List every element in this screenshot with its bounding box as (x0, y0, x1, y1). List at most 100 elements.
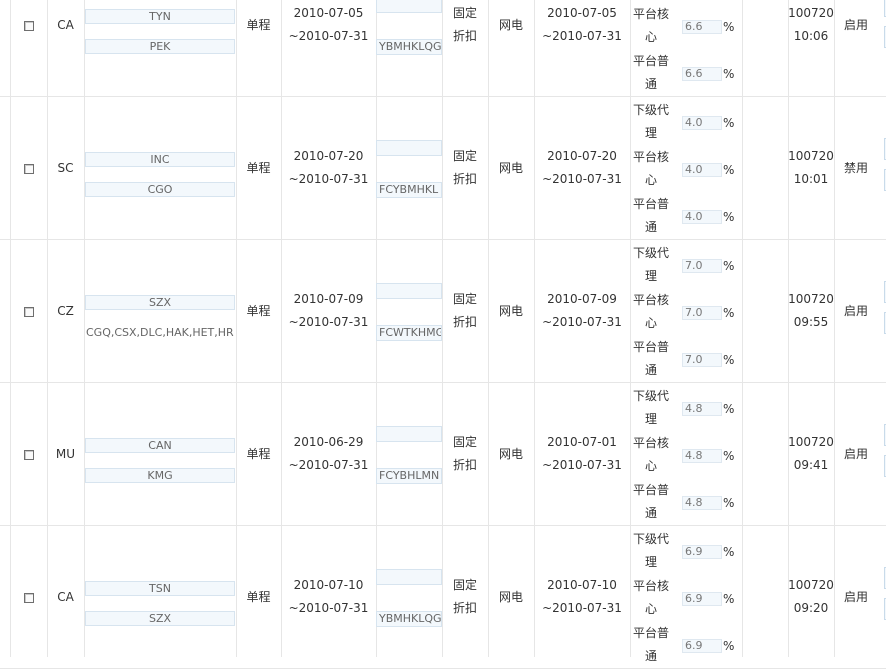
rate-label-line2: 通 (645, 220, 658, 234)
destination-airport-field[interactable]: CGO (85, 182, 235, 197)
effective-date-end: ~2010-07-31 (542, 29, 622, 43)
cabin-code-field-top[interactable] (376, 569, 442, 585)
percent-sign: % (723, 306, 735, 320)
update-time: 10:06 (793, 29, 829, 43)
cabin-code-field-bottom[interactable]: FCWTKHMG (376, 325, 442, 341)
rate-input[interactable]: 6.9 (682, 639, 722, 653)
effective-date-start: 2010-07-05 (547, 6, 617, 20)
rate-input[interactable]: 6.9 (682, 592, 722, 606)
row-divider (0, 525, 886, 526)
policy-type-line1: 固定 (452, 292, 477, 306)
action-button-top[interactable] (884, 138, 886, 160)
rate-input[interactable]: 6.6 (682, 67, 722, 81)
column-divider (442, 0, 443, 657)
action-button-bottom[interactable] (884, 598, 886, 620)
airline-code: CA (57, 590, 74, 604)
action-button-top[interactable] (884, 281, 886, 303)
destination-airport-field[interactable]: KMG (85, 468, 235, 483)
rate-label-line1: 下级代 (633, 103, 670, 117)
action-button-bottom[interactable] (884, 169, 886, 191)
rate-input[interactable]: 4.0 (682, 163, 722, 177)
percent-sign: % (723, 545, 735, 559)
action-button-top[interactable] (884, 0, 886, 17)
rate-label-line1: 平台核 (633, 436, 670, 450)
action-button-bottom[interactable] (884, 455, 886, 477)
column-divider (534, 0, 535, 657)
cabin-code-field-bottom[interactable]: FCYBHLMN (376, 468, 442, 484)
update-date: 100720 (788, 292, 834, 306)
status-label: 启用 (843, 304, 868, 318)
rate-label-line2: 心 (645, 602, 658, 616)
origin-airport-field[interactable]: TYN (85, 9, 235, 24)
update-time: 09:55 (793, 315, 829, 329)
percent-sign: % (723, 116, 735, 130)
rate-input[interactable]: 7.0 (682, 306, 722, 320)
row-checkbox[interactable] (24, 307, 34, 317)
travel-date-end: ~2010-07-31 (288, 29, 369, 43)
policy-type-line1: 固定 (452, 578, 477, 592)
cabin-code-field-top[interactable] (376, 426, 442, 442)
destination-airport-field[interactable]: CGQ,CSX,DLC,HAK,HET,HRB (85, 325, 235, 340)
policy-type-line2: 折扣 (452, 29, 477, 43)
destination-airport-field[interactable]: SZX (85, 611, 235, 626)
origin-airport-field[interactable]: SZX (85, 295, 235, 310)
row-divider (0, 382, 886, 383)
rate-input[interactable]: 7.0 (682, 259, 722, 273)
column-divider (236, 0, 237, 657)
policy-type-line1: 固定 (452, 6, 477, 20)
percent-sign: % (723, 402, 735, 416)
airline-code: MU (55, 447, 76, 461)
rate-label-line1: 平台核 (633, 293, 670, 307)
origin-airport-field[interactable]: INC (85, 152, 235, 167)
rate-label-line2: 心 (645, 30, 658, 44)
policy-type-line1: 固定 (452, 149, 477, 163)
update-time: 09:41 (793, 458, 829, 472)
rate-input[interactable]: 6.9 (682, 545, 722, 559)
column-divider (742, 0, 743, 657)
rate-input[interactable]: 4.8 (682, 449, 722, 463)
cabin-code-field-bottom[interactable]: FCYBMHKL (376, 182, 442, 198)
column-divider (47, 0, 48, 657)
destination-airport-field[interactable]: PEK (85, 39, 235, 54)
action-button-top[interactable] (884, 567, 886, 589)
rate-input[interactable]: 4.0 (682, 116, 722, 130)
origin-airport-field[interactable]: CAN (85, 438, 235, 453)
rate-label-line1: 平台普 (633, 340, 670, 354)
travel-date-end: ~2010-07-31 (288, 172, 369, 186)
cabin-code-field-top[interactable] (376, 0, 442, 13)
percent-sign: % (723, 67, 735, 81)
row-checkbox[interactable] (24, 450, 34, 460)
travel-date-start: 2010-07-05 (293, 6, 364, 20)
row-checkbox[interactable] (24, 21, 34, 31)
policy-type-line2: 折扣 (452, 601, 477, 615)
update-date: 100720 (788, 6, 834, 20)
cabin-code-field-bottom[interactable]: YBMHKLQG (376, 611, 442, 627)
effective-date-end: ~2010-07-31 (542, 315, 622, 329)
cabin-code-field-top[interactable] (376, 140, 442, 156)
travel-date-end: ~2010-07-31 (288, 458, 369, 472)
action-button-bottom[interactable] (884, 312, 886, 334)
table-row: CA TSN SZX 单程 2010-07-10 ~2010-07-31 YBMHKLQG 固… (0, 526, 886, 669)
rate-label-line1: 下级代 (633, 532, 670, 546)
action-button-top[interactable] (884, 424, 886, 446)
table-row: MU CAN KMG 单程 2010-06-29 ~2010-07-31 FCYBHLMN 固… (0, 383, 886, 526)
channel: 网电 (498, 18, 523, 32)
rate-input[interactable]: 7.0 (682, 353, 722, 367)
rate-input[interactable]: 6.6 (682, 20, 722, 34)
rate-input[interactable]: 4.0 (682, 210, 722, 224)
rate-input[interactable]: 4.8 (682, 496, 722, 510)
rate-label-line1: 平台普 (633, 483, 670, 497)
column-divider (84, 0, 85, 657)
channel: 网电 (498, 161, 523, 175)
origin-airport-field[interactable]: TSN (85, 581, 235, 596)
travel-date-start: 2010-06-29 (293, 435, 364, 449)
percent-sign: % (723, 259, 735, 273)
rate-input[interactable]: 4.8 (682, 402, 722, 416)
row-checkbox[interactable] (24, 593, 34, 603)
action-button-bottom[interactable] (884, 26, 886, 48)
percent-sign: % (723, 449, 735, 463)
cabin-code-field-top[interactable] (376, 283, 442, 299)
cabin-code-field-bottom[interactable]: YBMHKLQG (376, 39, 442, 55)
table-row: CZ SZX CGQ,CSX,DLC,HAK,HET,HRB 单程 2010-07-09… (0, 240, 886, 383)
row-checkbox[interactable] (24, 164, 34, 174)
